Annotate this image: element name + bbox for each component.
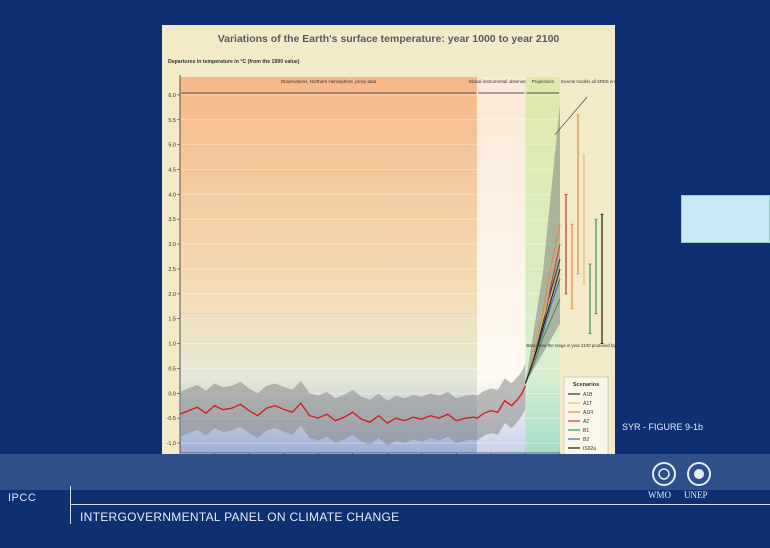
y-tick-label: 6.0 — [168, 93, 176, 99]
unep-logo-text: UNEP — [684, 490, 708, 500]
scenario-line — [524, 224, 561, 384]
wmo-logo-text: WMO — [648, 490, 671, 500]
bars-annotation: Bars show the range in year 2100 produce… — [526, 343, 615, 348]
y-tick-label: 4.0 — [168, 192, 176, 198]
region-label: Observations, Northern Hemisphere, proxy… — [281, 79, 377, 84]
light-blue-box — [681, 195, 770, 243]
y-tick-label: 5.0 — [168, 143, 176, 149]
legend-title: Scenarios — [573, 382, 599, 388]
y-tick-label: 2.5 — [168, 267, 176, 273]
divider-horizontal — [70, 504, 770, 505]
y-tick-label: 1.0 — [168, 342, 176, 348]
y-tick-label: 0.0 — [168, 391, 176, 397]
legend-item: B2 — [583, 437, 589, 443]
org-short-name: IPCC — [8, 492, 37, 504]
temperature-chart: Observations, Northern Hemisphere, proxy… — [162, 25, 615, 465]
scenario-line — [524, 268, 561, 384]
legend-item: A1T — [583, 401, 592, 407]
footer-band — [0, 454, 770, 490]
y-tick-label: 3.0 — [168, 242, 176, 248]
y-tick-label: 4.5 — [168, 168, 176, 174]
org-full-name: INTERGOVERNMENTAL PANEL ON CLIMATE CHANG… — [80, 510, 400, 524]
envelope-annotation: Several models all SRES envelope — [561, 79, 615, 84]
footer-base — [0, 490, 770, 548]
wmo-unep-logo-icons — [652, 462, 711, 486]
y-tick-label: -0.5 — [167, 416, 176, 422]
scenario-line — [524, 298, 561, 384]
sres-envelope — [525, 104, 560, 384]
legend-item: B1 — [583, 428, 589, 434]
observation-line — [179, 385, 527, 425]
y-tick-label: -1.0 — [167, 441, 176, 447]
logos: WMO UNEP — [646, 460, 718, 502]
chart-svg: Observations, Northern Hemisphere, proxy… — [167, 75, 615, 465]
y-tick-label: 2.0 — [168, 292, 176, 298]
chart-title: Variations of the Earth's surface temper… — [217, 33, 560, 45]
y-tick-label: 3.5 — [168, 217, 176, 223]
legend-item: IS92a — [583, 446, 596, 452]
y-tick-label: 1.5 — [168, 317, 176, 323]
y-tick-label: 5.5 — [168, 118, 176, 124]
region-label: Global instrumental observations — [468, 79, 534, 84]
y-axis-label: Departures in temperature in °C (from th… — [168, 59, 300, 65]
y-tick-label: 0.5 — [168, 366, 176, 372]
legend-item: A1B — [583, 392, 593, 398]
figure-label: SYR - FIGURE 9-1b — [622, 422, 704, 432]
divider-vertical — [70, 486, 71, 524]
legend-box — [563, 376, 609, 458]
legend-item: A1FI — [583, 410, 594, 416]
annotation-pointer — [554, 96, 588, 135]
legend-item: A2 — [583, 419, 589, 425]
region-label: Projections — [532, 79, 555, 84]
observation-uncertainty-band — [180, 363, 526, 446]
